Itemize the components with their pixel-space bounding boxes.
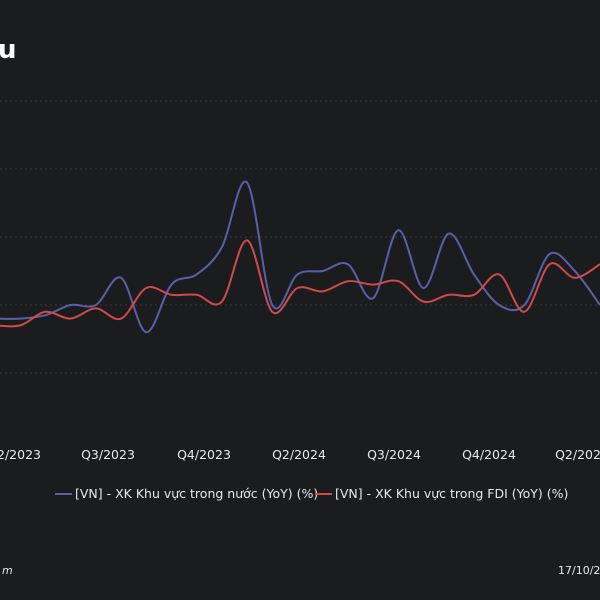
chart-grid <box>0 100 600 374</box>
x-tick-label: Q4/2024 <box>462 447 516 462</box>
x-tick-label: Q2/202 <box>555 447 600 462</box>
x-tick-label: Q3/2024 <box>367 447 421 462</box>
legend-label: [VN] - XK Khu vực trong nước (YoY) (%) <box>75 486 318 501</box>
x-tick-label: Q2/2024 <box>272 447 326 462</box>
series-line-fdi <box>0 239 600 328</box>
legend: [VN] - XK Khu vực trong nước (YoY) (%) [V… <box>55 486 568 501</box>
legend-label: [VN] - XK Khu vực trong FDI (YoY) (%) <box>335 486 568 501</box>
x-tick-label: Q4/2023 <box>177 447 231 462</box>
x-axis-ticks: 2/2023 Q3/2023 Q4/2023 Q2/2024 Q3/2024 Q4/202… <box>0 447 600 462</box>
footer-date: 17/10/2 <box>558 564 600 577</box>
x-tick-label: 2/2023 <box>0 447 41 462</box>
x-tick-label: Q3/2023 <box>81 447 135 462</box>
footer-source: m <box>2 564 13 577</box>
series-line-domestic <box>0 180 600 334</box>
series-lines <box>0 180 600 334</box>
chart-title: u <box>0 35 17 65</box>
